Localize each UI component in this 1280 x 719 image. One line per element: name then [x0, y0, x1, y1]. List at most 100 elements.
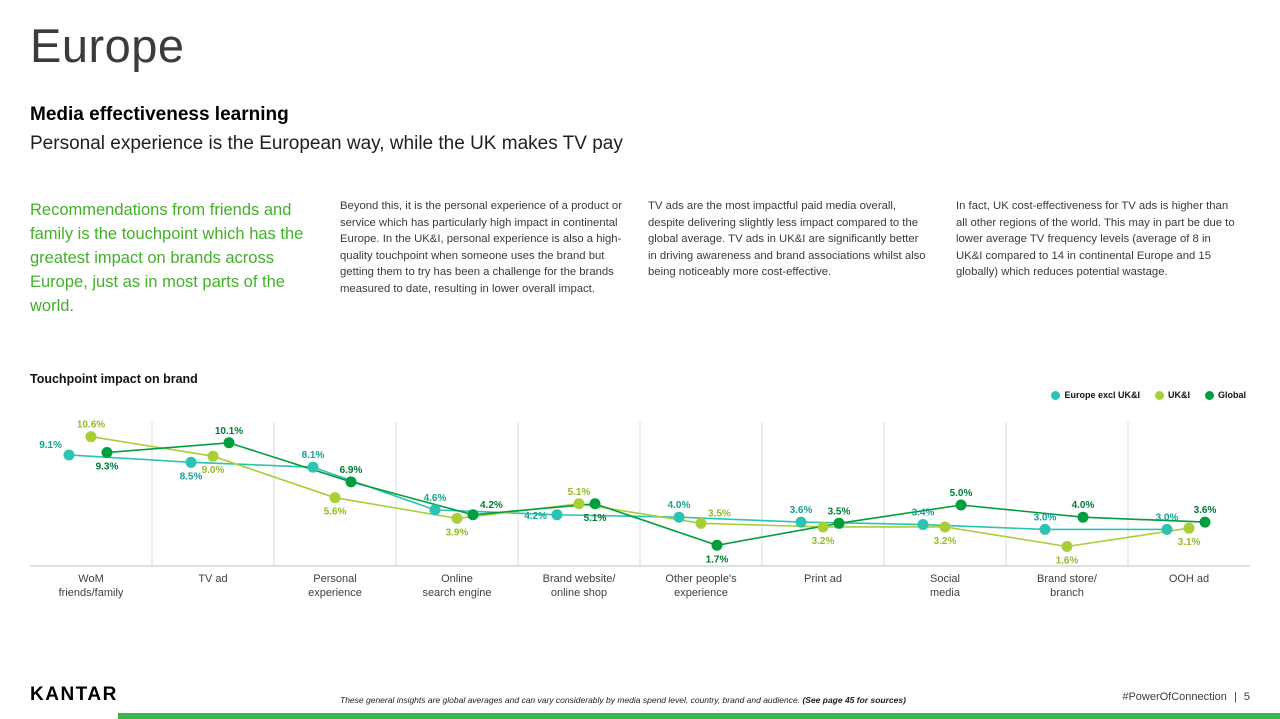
data-point: [833, 517, 845, 529]
footnote-source-link: (See page 45 for sources): [800, 695, 906, 705]
chart-title: Touchpoint impact on brand: [30, 372, 198, 386]
page-info: #PowerOfConnection | 5: [1118, 691, 1250, 703]
category-label: OOH ad: [1169, 573, 1209, 585]
category-label: TV ad: [198, 573, 227, 585]
data-point: [429, 504, 441, 516]
data-label: 9.0%: [202, 465, 225, 476]
legend-label: Global: [1217, 390, 1246, 400]
category-label: online shop: [551, 587, 607, 599]
data-label: 3.5%: [828, 506, 851, 517]
legend-label: Europe excl UK&I: [1064, 390, 1140, 400]
data-point: [451, 512, 463, 524]
data-label: 5.0%: [950, 488, 973, 499]
category-label: Brand store/: [1037, 573, 1098, 585]
insight-columns: Recommendations from friends and family …: [30, 198, 1252, 318]
data-point: [223, 437, 235, 449]
kantar-logo: KANTAR: [30, 684, 118, 705]
touchpoint-impact-chart: WoM friends/family TV ad Personal experience…: [30, 420, 1250, 599]
chart-legend: Europe excl UK&I UK&I Global: [1051, 390, 1246, 400]
data-point: [1077, 511, 1089, 523]
data-label: 3.2%: [934, 536, 957, 547]
insight-paragraph-2: Beyond this, it is the personal experien…: [340, 200, 622, 295]
data-point: [955, 499, 967, 511]
data-point: [185, 456, 197, 468]
legend-item: UK&I: [1154, 390, 1190, 400]
data-label: 3.1%: [1178, 537, 1201, 548]
data-point: [589, 498, 601, 510]
data-label: 3.9%: [446, 527, 469, 538]
category-label: branch: [1050, 587, 1084, 599]
data-label: 4.0%: [668, 500, 691, 511]
category-label: Social: [930, 573, 960, 585]
category-label: experience: [308, 587, 362, 599]
footnote-text: These general insights are global averag…: [340, 695, 801, 705]
data-point: [939, 521, 951, 533]
category-label: media: [930, 587, 961, 599]
data-point: [1183, 522, 1195, 534]
data-label: 1.6%: [1056, 555, 1079, 566]
category-label: WoM: [78, 573, 103, 585]
brand-accent-bar: [118, 713, 1280, 719]
data-label: 3.6%: [1194, 505, 1217, 516]
category-label: Brand website/: [543, 573, 617, 585]
data-point: [467, 509, 479, 521]
data-point: [101, 447, 113, 459]
category-label: search engine: [422, 587, 491, 599]
data-label: 1.7%: [706, 554, 729, 565]
hashtag-label: #PowerOfConnection: [1122, 691, 1227, 703]
data-point: [673, 511, 685, 523]
data-label: 8.5%: [180, 471, 203, 482]
data-label: 5.6%: [324, 507, 347, 518]
data-point: [85, 431, 97, 443]
data-label: 8.1%: [302, 450, 325, 461]
data-label: 4.2%: [480, 500, 503, 511]
data-point: [573, 498, 585, 510]
data-label: 3.0%: [1034, 512, 1057, 523]
data-label: 4.2%: [524, 511, 547, 522]
data-label: 3.0%: [1156, 512, 1179, 523]
section-heading: Media effectiveness learning: [30, 104, 289, 125]
data-point: [917, 519, 929, 531]
category-label: Personal: [313, 573, 356, 585]
series-line: [90, 435, 1190, 548]
data-label: 5.1%: [584, 513, 607, 524]
data-point: [1061, 540, 1073, 552]
key-insight-text: Recommendations from friends and family …: [30, 201, 304, 315]
data-point: [307, 461, 319, 473]
data-label: 3.2%: [812, 536, 835, 547]
data-label: 6.9%: [340, 465, 363, 476]
data-point: [329, 492, 341, 504]
data-label: 10.6%: [77, 420, 105, 431]
data-point: [711, 539, 723, 551]
legend-dot-icon: [1154, 390, 1164, 400]
data-label: 3.5%: [708, 508, 731, 519]
source-footnote: These general insights are global averag…: [340, 695, 906, 705]
data-label: 9.1%: [39, 440, 62, 451]
data-point: [207, 450, 219, 462]
page-number: 5: [1243, 691, 1250, 703]
legend-item: Europe excl UK&I: [1051, 390, 1140, 400]
series-line: [68, 454, 1167, 531]
data-label: 3.4%: [912, 508, 935, 519]
data-label: 9.3%: [96, 462, 119, 473]
data-label: 3.6%: [790, 505, 813, 516]
data-point: [63, 449, 75, 461]
category-label: Print ad: [804, 573, 842, 585]
data-point: [1161, 523, 1173, 535]
data-label: 4.0%: [1072, 500, 1095, 511]
category-label: Online: [441, 573, 473, 585]
data-point: [551, 509, 563, 521]
section-subheading: Personal experience is the European way,…: [30, 133, 623, 154]
insight-paragraph-4: In fact, UK cost-effectiveness for TV ad…: [956, 200, 1235, 278]
series-line: [106, 441, 1206, 547]
data-point: [795, 516, 807, 528]
data-label: 5.1%: [568, 487, 591, 498]
page-title: Europe: [30, 19, 185, 72]
data-point: [817, 521, 829, 533]
data-point: [1199, 516, 1211, 528]
category-label: friends/family: [59, 587, 124, 599]
data-point: [345, 476, 357, 488]
data-label: 4.6%: [424, 493, 447, 504]
data-point: [695, 517, 707, 529]
